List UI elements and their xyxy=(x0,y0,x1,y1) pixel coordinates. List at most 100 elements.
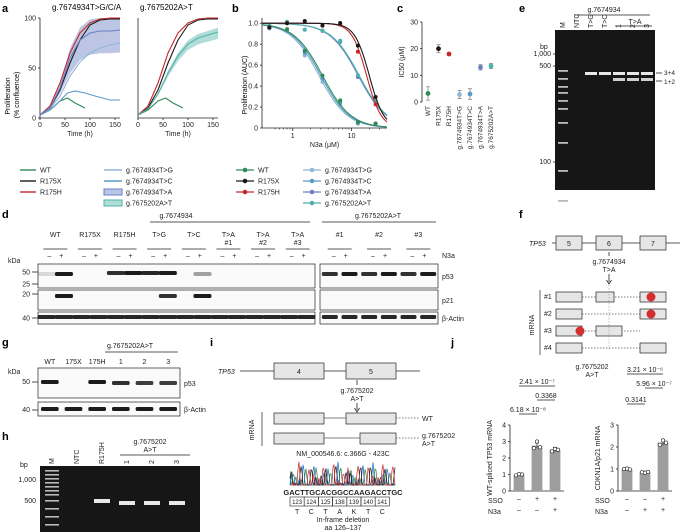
legend-label: g.7674934T>G xyxy=(325,168,372,175)
sample-band xyxy=(613,78,625,81)
sign: + xyxy=(661,507,665,514)
data-point xyxy=(531,446,536,451)
legend-marker xyxy=(309,189,315,195)
panel-i: i TP53 4 5g.7675202A>TmRNAWTg.7675202A>TNM… xyxy=(210,337,455,532)
protein-band xyxy=(228,315,247,319)
legend-marker xyxy=(309,178,315,184)
y-tick-label: 0.2 xyxy=(248,105,258,112)
p-value: 6.18 × 10⁻⁸ xyxy=(510,407,546,414)
lane-label: T>A xyxy=(222,232,235,239)
data-point xyxy=(627,467,632,472)
protein-band xyxy=(193,315,212,319)
protein-band xyxy=(210,315,229,319)
y-tick-label: 1 xyxy=(502,472,506,479)
right-title: g.7675202 xyxy=(575,364,608,371)
x-tick-label: g.7675202A>T xyxy=(488,106,495,149)
mw-label: 25 xyxy=(22,282,30,289)
panel-j-label: j xyxy=(450,337,454,349)
exon-box xyxy=(273,432,325,445)
chart-c: 0 10 20 30 IC50 (μM) WT R175X R175H g.7674934T>G… xyxy=(399,20,495,150)
ladder-band xyxy=(45,508,59,510)
x-tick-label: 10 xyxy=(348,133,356,140)
y-tick-label: 0.6 xyxy=(248,63,258,70)
panel-a-title-right: g.7675202A>T xyxy=(140,3,193,12)
data-point xyxy=(302,48,307,53)
fit-curve xyxy=(261,24,388,128)
ylabel-line1: Proliferation xyxy=(5,77,12,114)
lane-label: T>A xyxy=(291,232,304,239)
lane-label: NTC xyxy=(574,14,581,28)
protein-band xyxy=(341,315,358,319)
series-line xyxy=(137,97,184,116)
gene-label: TP53 xyxy=(529,241,546,248)
mw-label: 100 xyxy=(539,159,551,166)
arrowhead xyxy=(606,279,612,285)
lane-label: #1 xyxy=(336,232,344,239)
sample-band xyxy=(144,501,160,505)
data-point xyxy=(302,27,307,32)
group-label: g.7675202 xyxy=(133,439,166,446)
data-point xyxy=(320,23,325,28)
y-axis-label: CDKN1A/p21 mRNA xyxy=(595,425,602,490)
diagram-f: TP53 5 6 7 g.7674934T>A mRNA #1 #2 #3 #4 xyxy=(529,235,680,355)
p-value: 0.3141 xyxy=(625,397,647,404)
protein-band xyxy=(280,315,299,319)
protein-band xyxy=(124,271,143,275)
x-tick-label: 50 xyxy=(61,122,69,129)
blot-d: g.7674934 g.7675202A>T WT – + R175X – + R175H – + T… xyxy=(8,213,464,325)
panel-a-label: a xyxy=(2,3,9,15)
sample-band xyxy=(585,72,597,75)
sign-plus: + xyxy=(383,253,387,260)
protein-band xyxy=(400,315,417,319)
legend-label: R175X xyxy=(258,179,280,186)
data-point xyxy=(555,447,560,452)
legend-marker xyxy=(242,189,248,195)
protein-band xyxy=(124,315,143,319)
mw-label: 50 xyxy=(22,379,30,386)
protein-band xyxy=(112,381,130,385)
panel-e: e bp g.7674934 T>A M NTC T>G T>C 1 2 3 1,000 500 100… xyxy=(519,3,675,202)
data-point xyxy=(355,73,360,78)
protein-band xyxy=(321,272,338,276)
y-tick-label: 0.4 xyxy=(248,84,258,91)
sign-minus: – xyxy=(151,253,155,260)
lane-label: 1 xyxy=(616,24,623,28)
p-value: 0.3368 xyxy=(535,393,557,400)
panel-a-title-left: g.7674934T>G/C/A xyxy=(52,3,122,12)
note-label: aa 126–137 xyxy=(325,525,362,532)
arrowhead xyxy=(354,407,360,413)
ylabel-line2: (% confluence) xyxy=(14,72,21,119)
sequence: GACTTGCACGGCCAAGACCTGC xyxy=(283,488,403,497)
mrna-label: mRNA xyxy=(529,314,536,335)
sign: – xyxy=(625,507,629,514)
x-axis-label: Time (h) xyxy=(67,131,93,138)
ladder-band xyxy=(558,142,568,144)
exon-box xyxy=(359,432,397,445)
lane-label: M xyxy=(49,458,56,464)
lane-label: #2 xyxy=(375,232,383,239)
sign-plus: + xyxy=(267,253,271,260)
bar xyxy=(639,472,651,491)
arrow-label: 3+4 xyxy=(664,70,675,77)
data-point xyxy=(467,91,473,97)
gene-label: TP53 xyxy=(218,369,235,376)
sign-minus: – xyxy=(290,253,294,260)
exon-label: 7 xyxy=(651,241,655,248)
codon-number: 124 xyxy=(306,500,317,506)
lane-label: M xyxy=(560,22,567,28)
exon-box xyxy=(555,342,583,354)
ladder-band xyxy=(45,500,59,502)
protein-band xyxy=(420,272,437,276)
lane-label: #3 xyxy=(414,232,422,239)
y-tick-label: 0 xyxy=(610,489,614,496)
protein-band xyxy=(141,315,160,319)
bar xyxy=(657,442,669,491)
lane-label: #1 xyxy=(225,240,233,247)
mutation-label: g.7675202 xyxy=(340,388,373,395)
lane-label: T>C xyxy=(602,15,609,28)
series-line xyxy=(137,18,218,116)
ladder-band xyxy=(558,122,568,124)
chart-b: 0 0.2 0.4 0.6 0.8 1.0 1 10 N3a (μM) xyxy=(248,18,388,149)
x-axis-label: Time (h) xyxy=(165,131,191,138)
blot-box xyxy=(319,289,439,311)
